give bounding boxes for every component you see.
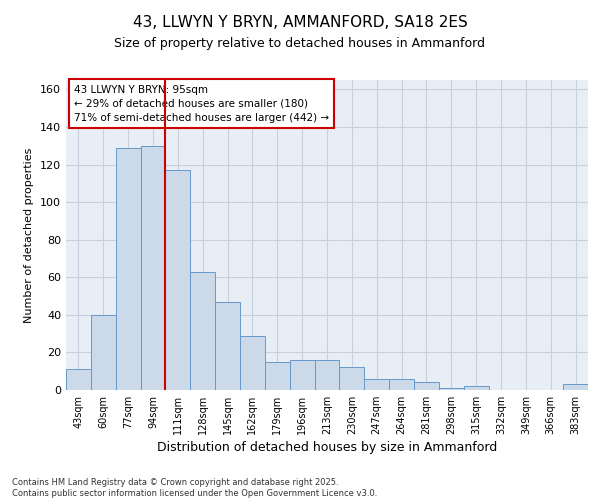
Text: 43 LLWYN Y BRYN: 95sqm
← 29% of detached houses are smaller (180)
71% of semi-de: 43 LLWYN Y BRYN: 95sqm ← 29% of detached… <box>74 84 329 122</box>
Bar <box>340 368 364 390</box>
Bar <box>166 170 190 390</box>
Text: Contains HM Land Registry data © Crown copyright and database right 2025.
Contai: Contains HM Land Registry data © Crown c… <box>12 478 377 498</box>
Bar <box>215 302 240 390</box>
Bar <box>116 148 140 390</box>
Bar <box>464 386 488 390</box>
Bar <box>389 378 414 390</box>
Bar <box>265 362 290 390</box>
Bar <box>364 378 389 390</box>
Bar <box>240 336 265 390</box>
Text: Size of property relative to detached houses in Ammanford: Size of property relative to detached ho… <box>115 38 485 51</box>
Bar <box>563 384 588 390</box>
Text: 43, LLWYN Y BRYN, AMMANFORD, SA18 2ES: 43, LLWYN Y BRYN, AMMANFORD, SA18 2ES <box>133 15 467 30</box>
Bar <box>414 382 439 390</box>
Bar <box>290 360 314 390</box>
Y-axis label: Number of detached properties: Number of detached properties <box>25 148 34 322</box>
Bar <box>91 315 116 390</box>
Bar <box>190 272 215 390</box>
X-axis label: Distribution of detached houses by size in Ammanford: Distribution of detached houses by size … <box>157 441 497 454</box>
Bar <box>66 370 91 390</box>
Bar <box>439 388 464 390</box>
Bar <box>140 146 166 390</box>
Bar <box>314 360 340 390</box>
